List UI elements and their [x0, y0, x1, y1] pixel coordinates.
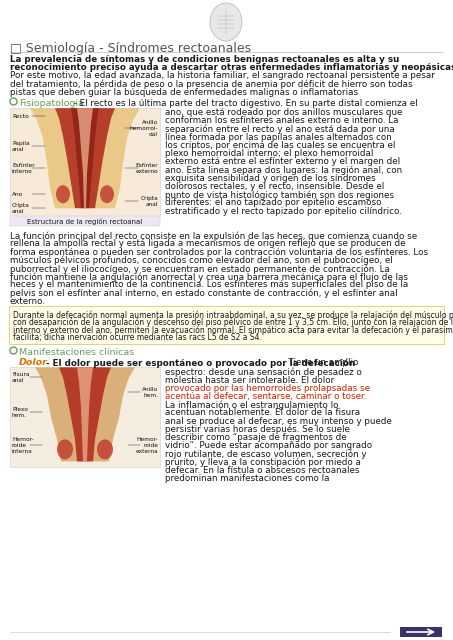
Text: La función principal del recto consiste en la expulsión de las heces, que comien: La función principal del recto consiste …: [10, 231, 417, 241]
Text: . Tiene un amplio: . Tiene un amplio: [283, 358, 358, 367]
Text: con desaparición de la angulación y descenso del piso pélvico de entre 1 y 3,5 c: con desaparición de la angulación y desc…: [13, 317, 453, 327]
Polygon shape: [55, 108, 115, 208]
Text: espectro: desde una sensación de pesadez o: espectro: desde una sensación de pesadez…: [165, 367, 362, 377]
Bar: [10, 216, 160, 226]
Polygon shape: [30, 108, 140, 208]
Polygon shape: [77, 108, 93, 208]
Text: molestia hasta ser intolerable. El dolor: molestia hasta ser intolerable. El dolor: [165, 376, 334, 385]
Text: conforman los esfínteres anales externo e interno. La: conforman los esfínteres anales externo …: [165, 116, 399, 125]
Text: del tratamiento, la pérdida de peso o la presencia de anemia por déficit de hier: del tratamiento, la pérdida de peso o la…: [10, 79, 413, 89]
Ellipse shape: [210, 3, 242, 41]
Text: diferentes: el ano tapizado por epitelio escamoso: diferentes: el ano tapizado por epitelio…: [165, 198, 381, 207]
Bar: [10, 108, 160, 216]
Text: ano. Esta linea separa dos lugares: la región anal, con: ano. Esta linea separa dos lugares: la r…: [165, 166, 402, 175]
Text: Cripta
anal: Cripta anal: [12, 203, 30, 214]
Text: acentúa al defecar, sentarse, caminar o toser.: acentúa al defecar, sentarse, caminar o …: [165, 392, 366, 401]
Text: línea formada por las papilas anales alternados con: línea formada por las papilas anales alt…: [165, 133, 392, 142]
Text: pelvis son el esfínter anal interno, en estado constante de contracción, y el es: pelvis son el esfínter anal interno, en …: [10, 289, 398, 298]
Polygon shape: [59, 367, 111, 461]
Text: facilita; dicha inervación ocurre mediante las racs L5 de S2 a S4.: facilita; dicha inervación ocurre median…: [13, 333, 262, 342]
Text: Hemor-
roide
interna: Hemor- roide interna: [12, 437, 34, 454]
Text: - El recto es la última parte del tracto digestivo. En su parte distal comienza : - El recto es la última parte del tracto…: [71, 99, 418, 108]
Text: persistir varias horas después. Se lo suele: persistir varias horas después. Se lo su…: [165, 425, 350, 435]
Text: Papila
anal: Papila anal: [12, 141, 29, 152]
Text: describir como “pasaje de fragmentos de: describir como “pasaje de fragmentos de: [165, 433, 347, 442]
Text: Recto: Recto: [12, 114, 29, 118]
Text: acentuan notablemente. El dolor de la fisura: acentuan notablemente. El dolor de la fi…: [165, 408, 360, 417]
Text: predominan manifestaciones como la: predominan manifestaciones como la: [165, 474, 329, 483]
Text: Fisiopatología: Fisiopatología: [19, 99, 84, 108]
Text: pistas que deben guiar la búsqueda de enfermedades malignas o inflamatorias: pistas que deben guiar la búsqueda de en…: [10, 88, 358, 97]
Text: estratificado y el recto tapizado por epitelio cilíndrico.: estratificado y el recto tapizado por ep…: [165, 207, 402, 216]
Text: exquisita sensibilidad y origen de los síndromes: exquisita sensibilidad y origen de los s…: [165, 174, 376, 183]
Text: puborrectal y el iliococígeo, y se encuentran en estado permanente de contracció: puborrectal y el iliococígeo, y se encue…: [10, 264, 390, 273]
Ellipse shape: [57, 440, 73, 460]
Text: función mantiene la angulación anorrectal y crea una barrera mecánica para el fl: función mantiene la angulación anorrecta…: [10, 272, 408, 282]
Text: punto de vista histológico también son dos regiones: punto de vista histológico también son d…: [165, 190, 394, 200]
Text: Esfínter
interno: Esfínter interno: [12, 163, 34, 173]
Bar: [400, 627, 442, 637]
Text: Por este motivo, la edad avanzada, la historia familiar, el sangrado rectoanal p: Por este motivo, la edad avanzada, la hi…: [10, 72, 435, 81]
Text: los criptos, por encima de las cuales se encuentra el: los criptos, por encima de las cuales se…: [165, 141, 395, 150]
Text: prurito, y lleva a la constipación por miedo a: prurito, y lleva a la constipación por m…: [165, 458, 361, 467]
Text: La inflamación o el estrangulamiento lo: La inflamación o el estrangulamiento lo: [165, 400, 338, 410]
Text: Anillo
hem.: Anillo hem.: [142, 387, 158, 398]
Text: interno y externo del ano, permiten la evacuación normal. El simpático acta para: interno y externo del ano, permiten la e…: [13, 325, 453, 335]
Text: Ano: Ano: [12, 192, 23, 196]
Text: heces y el mantenimiento de la continencia. Los esfínteres más superficiales del: heces y el mantenimiento de la continenc…: [10, 280, 408, 289]
Text: reconocimiento preciso ayuda a descartar otras enfermedades inflamatorias y neop: reconocimiento preciso ayuda a descartar…: [10, 63, 453, 72]
Text: Anillo
hemorroi-
dal: Anillo hemorroi- dal: [130, 120, 158, 136]
Text: Fisura
anal: Fisura anal: [12, 372, 29, 383]
Text: ano, que está rodeado por dos anillos musculares que: ano, que está rodeado por dos anillos mu…: [165, 108, 402, 117]
Ellipse shape: [100, 185, 114, 204]
Text: rellena la ampolla rectal y está ligada a mecanismos de origen reflejo que se pr: rellena la ampolla rectal y está ligada …: [10, 239, 405, 248]
Text: Cripta
anal: Cripta anal: [140, 196, 158, 207]
Text: La prevalencia de síntomas y de condiciones benignas rectoanales es alta y su: La prevalencia de síntomas y de condicio…: [10, 55, 400, 64]
Text: dolorosos rectales, y el recto, insensible. Desde el: dolorosos rectales, y el recto, insensib…: [165, 182, 384, 191]
Text: Hemor-
roide
externa: Hemor- roide externa: [135, 437, 158, 454]
Text: Durante la defecación normal aumenta la presión intraabdominal, a su vez, se pro: Durante la defecación normal aumenta la …: [13, 310, 453, 319]
Text: □ Semiología - Síndromes rectoanales: □ Semiología - Síndromes rectoanales: [10, 42, 251, 55]
Polygon shape: [71, 108, 99, 208]
Text: provocado por las hemorroides prolapsadas se: provocado por las hemorroides prolapsada…: [165, 384, 370, 393]
Text: forma espontánea o pueden ser controlados por la contracción voluntaria de los e: forma espontánea o pueden ser controlado…: [10, 248, 428, 257]
Text: - El dolor puede ser espontáneo o provocado por la defecación: - El dolor puede ser espontáneo o provoc…: [43, 358, 355, 368]
Text: externo está entre el esfínter externo y el margen del: externo está entre el esfínter externo y…: [165, 157, 400, 166]
Text: separación entre el recto y el ano está dada por una: separación entre el recto y el ano está …: [165, 125, 395, 134]
Polygon shape: [77, 367, 93, 461]
FancyBboxPatch shape: [9, 306, 444, 344]
Text: Estructura de la región rectoanal: Estructura de la región rectoanal: [27, 218, 143, 225]
Text: defecar. En la fístula o abscesos rectoanales: defecar. En la fístula o abscesos rectoa…: [165, 466, 360, 475]
Text: Manifestaciones clínicas: Manifestaciones clínicas: [19, 348, 134, 357]
Text: plexo hemorroidal interno; el plexo hemorroidal: plexo hemorroidal interno; el plexo hemo…: [165, 149, 373, 158]
Text: rojo rutilante, de escaso volumen, secreción y: rojo rutilante, de escaso volumen, secre…: [165, 449, 366, 459]
Bar: [10, 367, 160, 467]
Text: vidrio”. Puede estar acompañado por sangrado: vidrio”. Puede estar acompañado por sang…: [165, 441, 372, 450]
Text: anal se produce al defecar, es muy intenso y puede: anal se produce al defecar, es muy inten…: [165, 417, 392, 426]
Polygon shape: [35, 367, 135, 461]
Text: músculos pélvicos profundos, conocidos como elevador del ano, son el pubococígeo: músculos pélvicos profundos, conocidos c…: [10, 256, 393, 266]
Ellipse shape: [97, 440, 113, 460]
Text: Dolor: Dolor: [19, 358, 48, 367]
Text: Plexo
hem.: Plexo hem.: [12, 407, 28, 418]
Ellipse shape: [56, 185, 70, 204]
Text: Esfínter
externo: Esfínter externo: [135, 163, 158, 173]
Text: externo.: externo.: [10, 297, 46, 306]
